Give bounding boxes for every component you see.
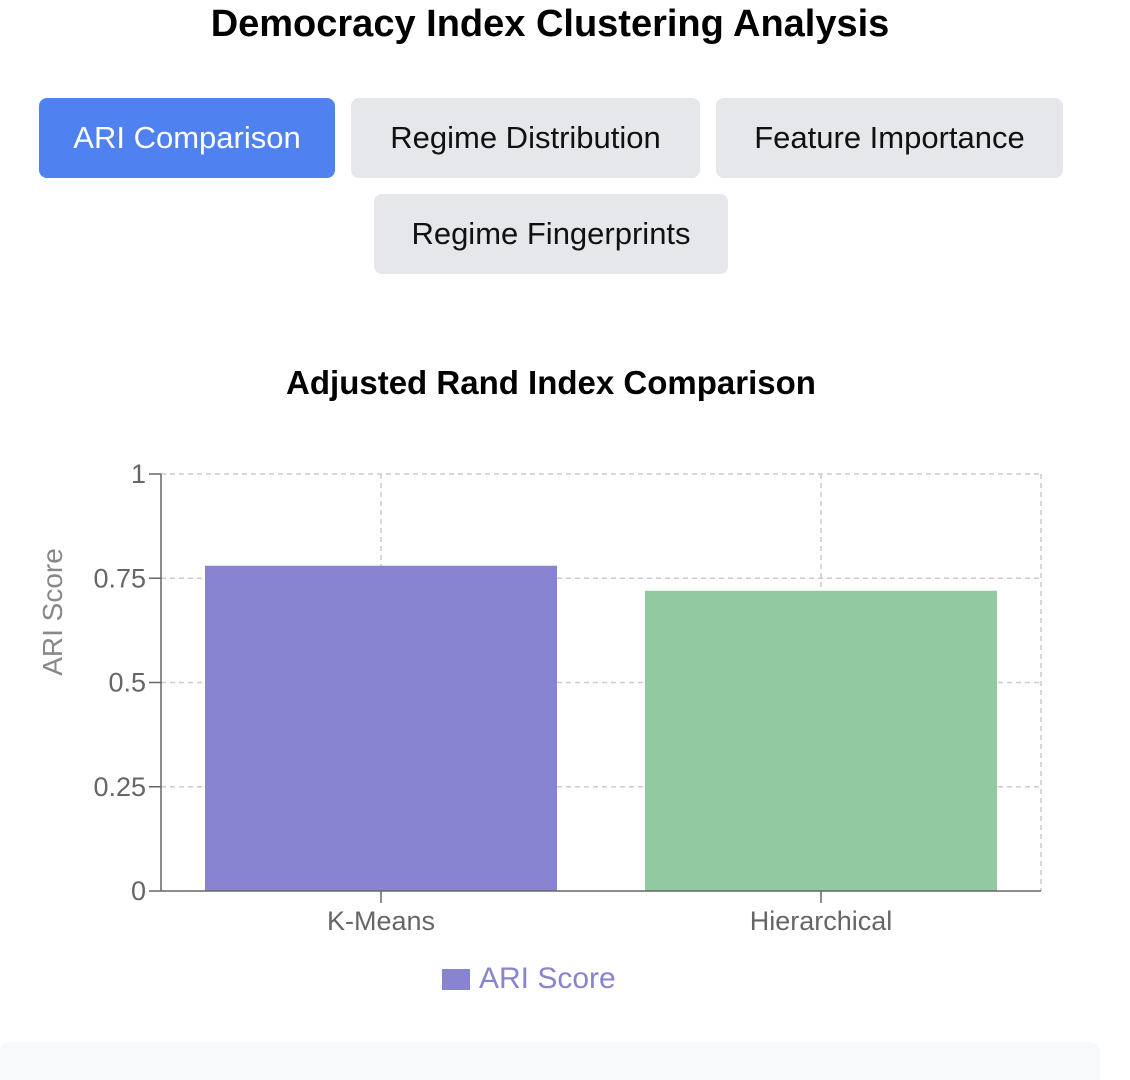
y-tick-label: 0.25 xyxy=(93,772,146,802)
axes xyxy=(149,473,1041,903)
bottom-panel xyxy=(0,1042,1100,1080)
tick-labels: 0 0.25 0.5 0.75 1 K-Means Hierarchical xyxy=(93,459,892,936)
bar-hierarchical[interactable] xyxy=(645,590,997,891)
legend[interactable]: ARI Score xyxy=(442,962,616,995)
bars xyxy=(205,565,997,891)
tab-feature-importance[interactable]: Feature Importance xyxy=(716,98,1063,178)
y-tick-label: 0 xyxy=(131,876,146,906)
x-tick-label: K-Means xyxy=(327,906,435,936)
tab-regime-fingerprints[interactable]: Regime Fingerprints xyxy=(374,194,728,274)
y-tick-label: 1 xyxy=(131,459,146,489)
bar-k-means[interactable] xyxy=(205,565,557,891)
ari-bar-chart: Adjusted Rand Index Comparison 00.250.50… xyxy=(37,364,1042,995)
y-axis-label: ARI Score xyxy=(37,548,68,676)
y-tick-label: 0.5 xyxy=(108,668,146,698)
tab-regime-distribution[interactable]: Regime Distribution xyxy=(351,98,700,178)
legend-swatch xyxy=(442,969,470,990)
page-title: Democracy Index Clustering Analysis xyxy=(210,3,890,45)
y-tick-label: 0.75 xyxy=(93,563,146,593)
legend-label: ARI Score xyxy=(479,962,616,995)
x-tick-label: Hierarchical xyxy=(750,906,893,936)
tab-ari-comparison[interactable]: ARI Comparison xyxy=(39,98,335,178)
chart-title: Adjusted Rand Index Comparison xyxy=(286,364,816,401)
